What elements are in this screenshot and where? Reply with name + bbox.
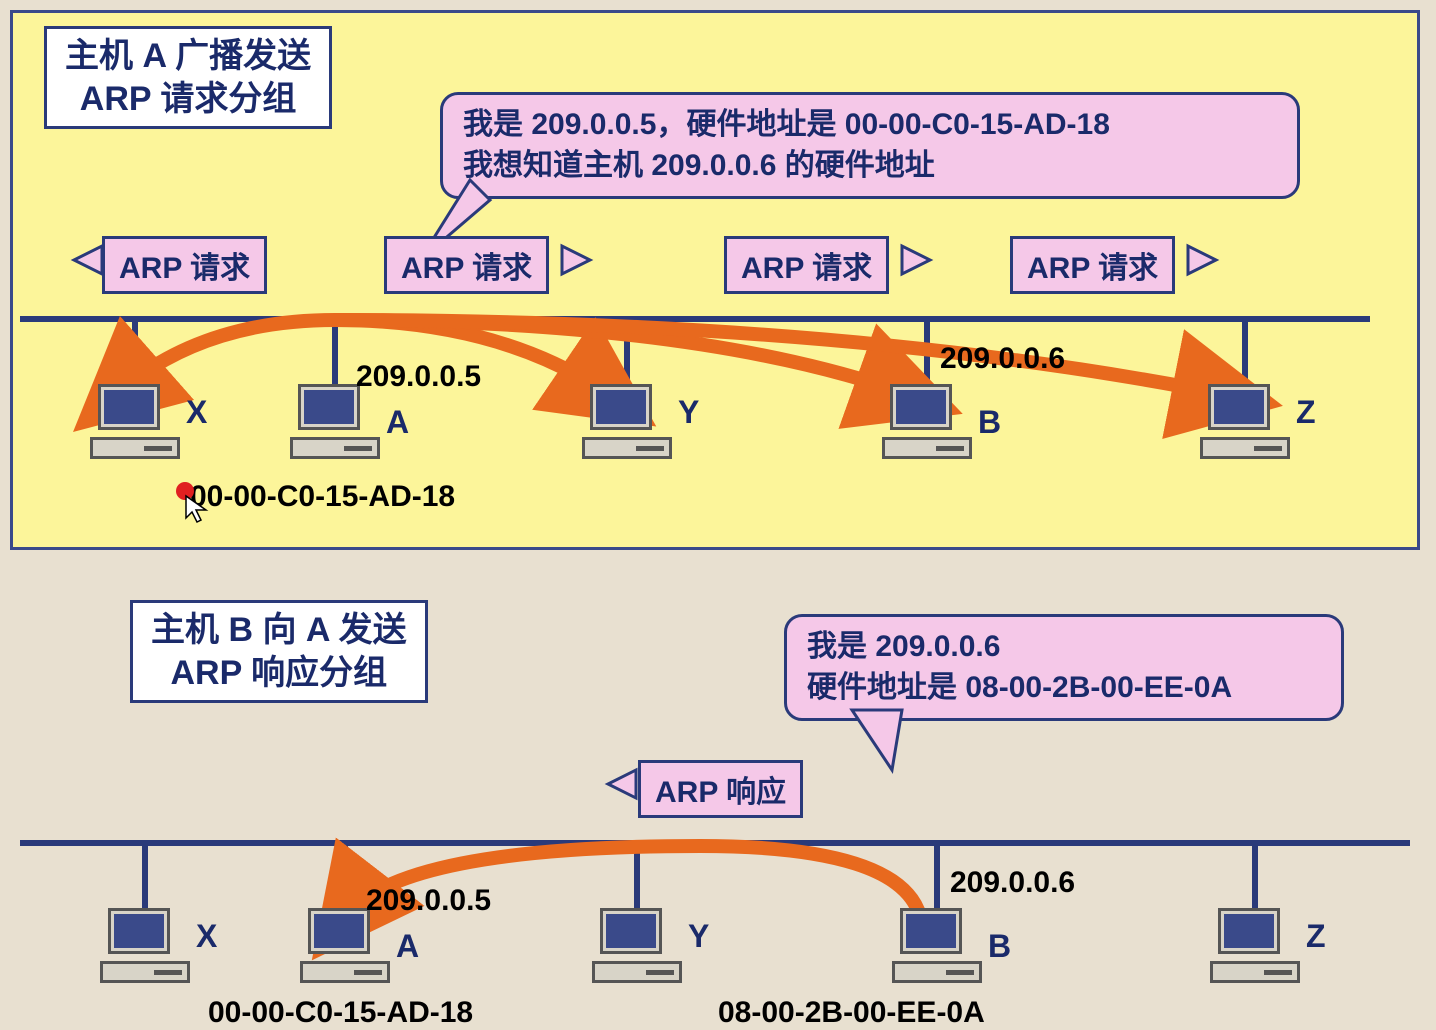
host-y-label: Y — [688, 918, 709, 955]
host-b-ip-bottom: 209.0.0.6 — [950, 866, 1075, 900]
host-y-icon — [592, 908, 682, 983]
host-z-icon — [1210, 908, 1300, 983]
host-a-icon — [300, 908, 390, 983]
unicast-arrow — [0, 0, 1436, 1026]
host-x-icon — [100, 908, 190, 983]
host-z-label: Z — [1306, 918, 1326, 955]
host-b-label: B — [988, 928, 1011, 965]
host-b-mac-bottom: 08-00-2B-00-EE-0A — [718, 996, 985, 1030]
host-a-mac-bottom: 00-00-C0-15-AD-18 — [208, 996, 473, 1030]
host-b-icon — [892, 908, 982, 983]
host-a-label: A — [396, 928, 419, 965]
host-a-ip-bottom: 209.0.0.5 — [366, 884, 491, 918]
host-x-label: X — [196, 918, 217, 955]
